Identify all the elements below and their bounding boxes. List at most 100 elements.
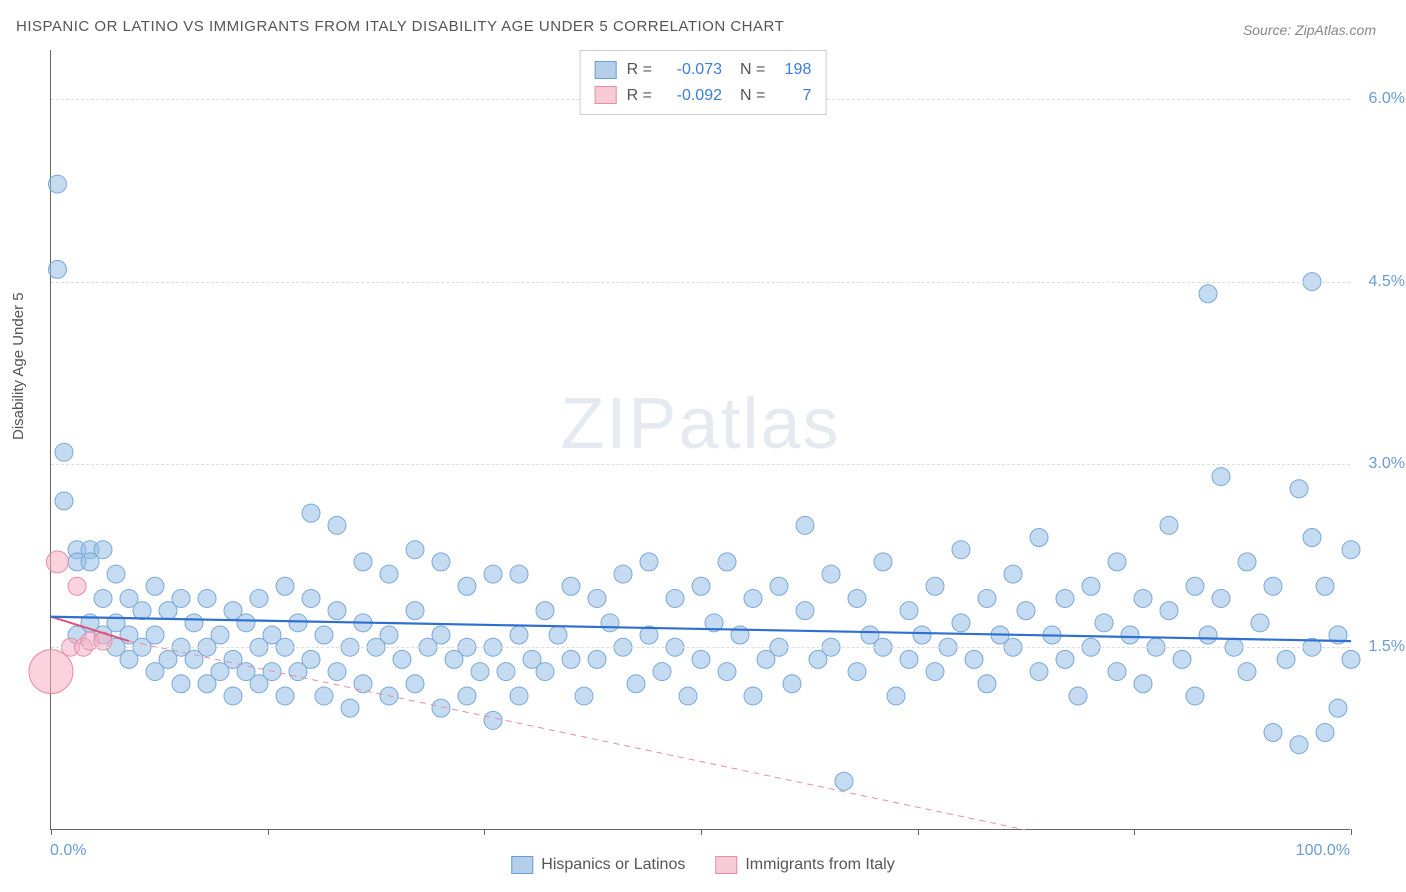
trend-line: [129, 641, 1026, 830]
chart-title: HISPANIC OR LATINO VS IMMIGRANTS FROM IT…: [16, 18, 784, 35]
data-point: [1186, 687, 1204, 705]
data-point: [1186, 577, 1204, 595]
data-point: [965, 650, 983, 668]
data-point: [328, 663, 346, 681]
data-point: [107, 565, 125, 583]
data-point: [328, 516, 346, 534]
data-point: [1121, 626, 1139, 644]
data-point: [1056, 650, 1074, 668]
stats-legend-row: R = -0.073 N = 198: [595, 57, 812, 83]
data-point: [588, 589, 606, 607]
gridline: [51, 282, 1350, 283]
data-point: [744, 687, 762, 705]
source-attribution: Source: ZipAtlas.com: [1243, 22, 1376, 38]
data-point: [1160, 602, 1178, 620]
data-point: [627, 675, 645, 693]
data-point: [497, 663, 515, 681]
y-tick-label: 6.0%: [1369, 90, 1405, 108]
data-point: [302, 650, 320, 668]
data-point: [1212, 468, 1230, 486]
data-point: [1238, 663, 1256, 681]
data-point: [1264, 724, 1282, 742]
y-tick-label: 1.5%: [1369, 638, 1405, 656]
data-point: [692, 577, 710, 595]
x-tick: [268, 829, 269, 835]
data-point: [1238, 553, 1256, 571]
data-point: [1173, 650, 1191, 668]
data-point: [458, 577, 476, 595]
data-point: [1069, 687, 1087, 705]
data-point: [536, 602, 554, 620]
data-point: [341, 699, 359, 717]
y-tick-label: 3.0%: [1369, 455, 1405, 473]
series-legend-item: Hispanics or Latinos: [511, 856, 685, 874]
data-point: [198, 589, 216, 607]
data-point: [94, 589, 112, 607]
data-point: [1342, 541, 1360, 559]
data-point: [94, 541, 112, 559]
data-point: [471, 663, 489, 681]
data-point: [783, 675, 801, 693]
data-point: [822, 565, 840, 583]
source-name: ZipAtlas.com: [1295, 22, 1376, 38]
data-point: [68, 577, 86, 595]
data-point: [874, 553, 892, 571]
source-label: Source:: [1243, 22, 1291, 38]
data-point: [1303, 529, 1321, 547]
data-point: [1290, 736, 1308, 754]
data-point: [978, 589, 996, 607]
data-point: [302, 504, 320, 522]
data-point: [562, 650, 580, 668]
data-point: [718, 663, 736, 681]
data-point: [237, 614, 255, 632]
scatter-svg: [51, 50, 1350, 829]
stats-legend: R =-0.073N =198R =-0.092N =7: [580, 50, 827, 115]
data-point: [601, 614, 619, 632]
x-tick-label-left: 0.0%: [50, 842, 86, 860]
r-value: -0.073: [662, 57, 722, 83]
data-point: [1212, 589, 1230, 607]
data-point: [146, 577, 164, 595]
data-point: [952, 541, 970, 559]
data-point: [380, 626, 398, 644]
data-point: [133, 602, 151, 620]
data-point: [1134, 589, 1152, 607]
data-point: [47, 551, 69, 573]
data-point: [848, 589, 866, 607]
data-point: [354, 553, 372, 571]
data-point: [302, 589, 320, 607]
data-point: [562, 577, 580, 595]
data-point: [588, 650, 606, 668]
data-point: [289, 614, 307, 632]
data-point: [900, 650, 918, 668]
data-point: [770, 577, 788, 595]
data-point: [211, 626, 229, 644]
data-point: [549, 626, 567, 644]
r-label: R =: [627, 83, 652, 109]
data-point: [926, 663, 944, 681]
x-tick: [1134, 829, 1135, 835]
data-point: [185, 614, 203, 632]
data-point: [1030, 663, 1048, 681]
data-point: [250, 589, 268, 607]
data-point: [1082, 577, 1100, 595]
n-value: 198: [775, 57, 811, 83]
data-point: [510, 687, 528, 705]
data-point: [679, 687, 697, 705]
data-point: [1108, 553, 1126, 571]
data-point: [224, 687, 242, 705]
data-point: [55, 443, 73, 461]
data-point: [1251, 614, 1269, 632]
data-point: [458, 687, 476, 705]
data-point: [887, 687, 905, 705]
data-point: [406, 602, 424, 620]
data-point: [666, 589, 684, 607]
data-point: [848, 663, 866, 681]
data-point: [1056, 589, 1074, 607]
gridline: [51, 647, 1350, 648]
x-tick: [484, 829, 485, 835]
n-label: N =: [740, 57, 765, 83]
data-point: [1329, 699, 1347, 717]
r-label: R =: [627, 57, 652, 83]
data-point: [913, 626, 931, 644]
